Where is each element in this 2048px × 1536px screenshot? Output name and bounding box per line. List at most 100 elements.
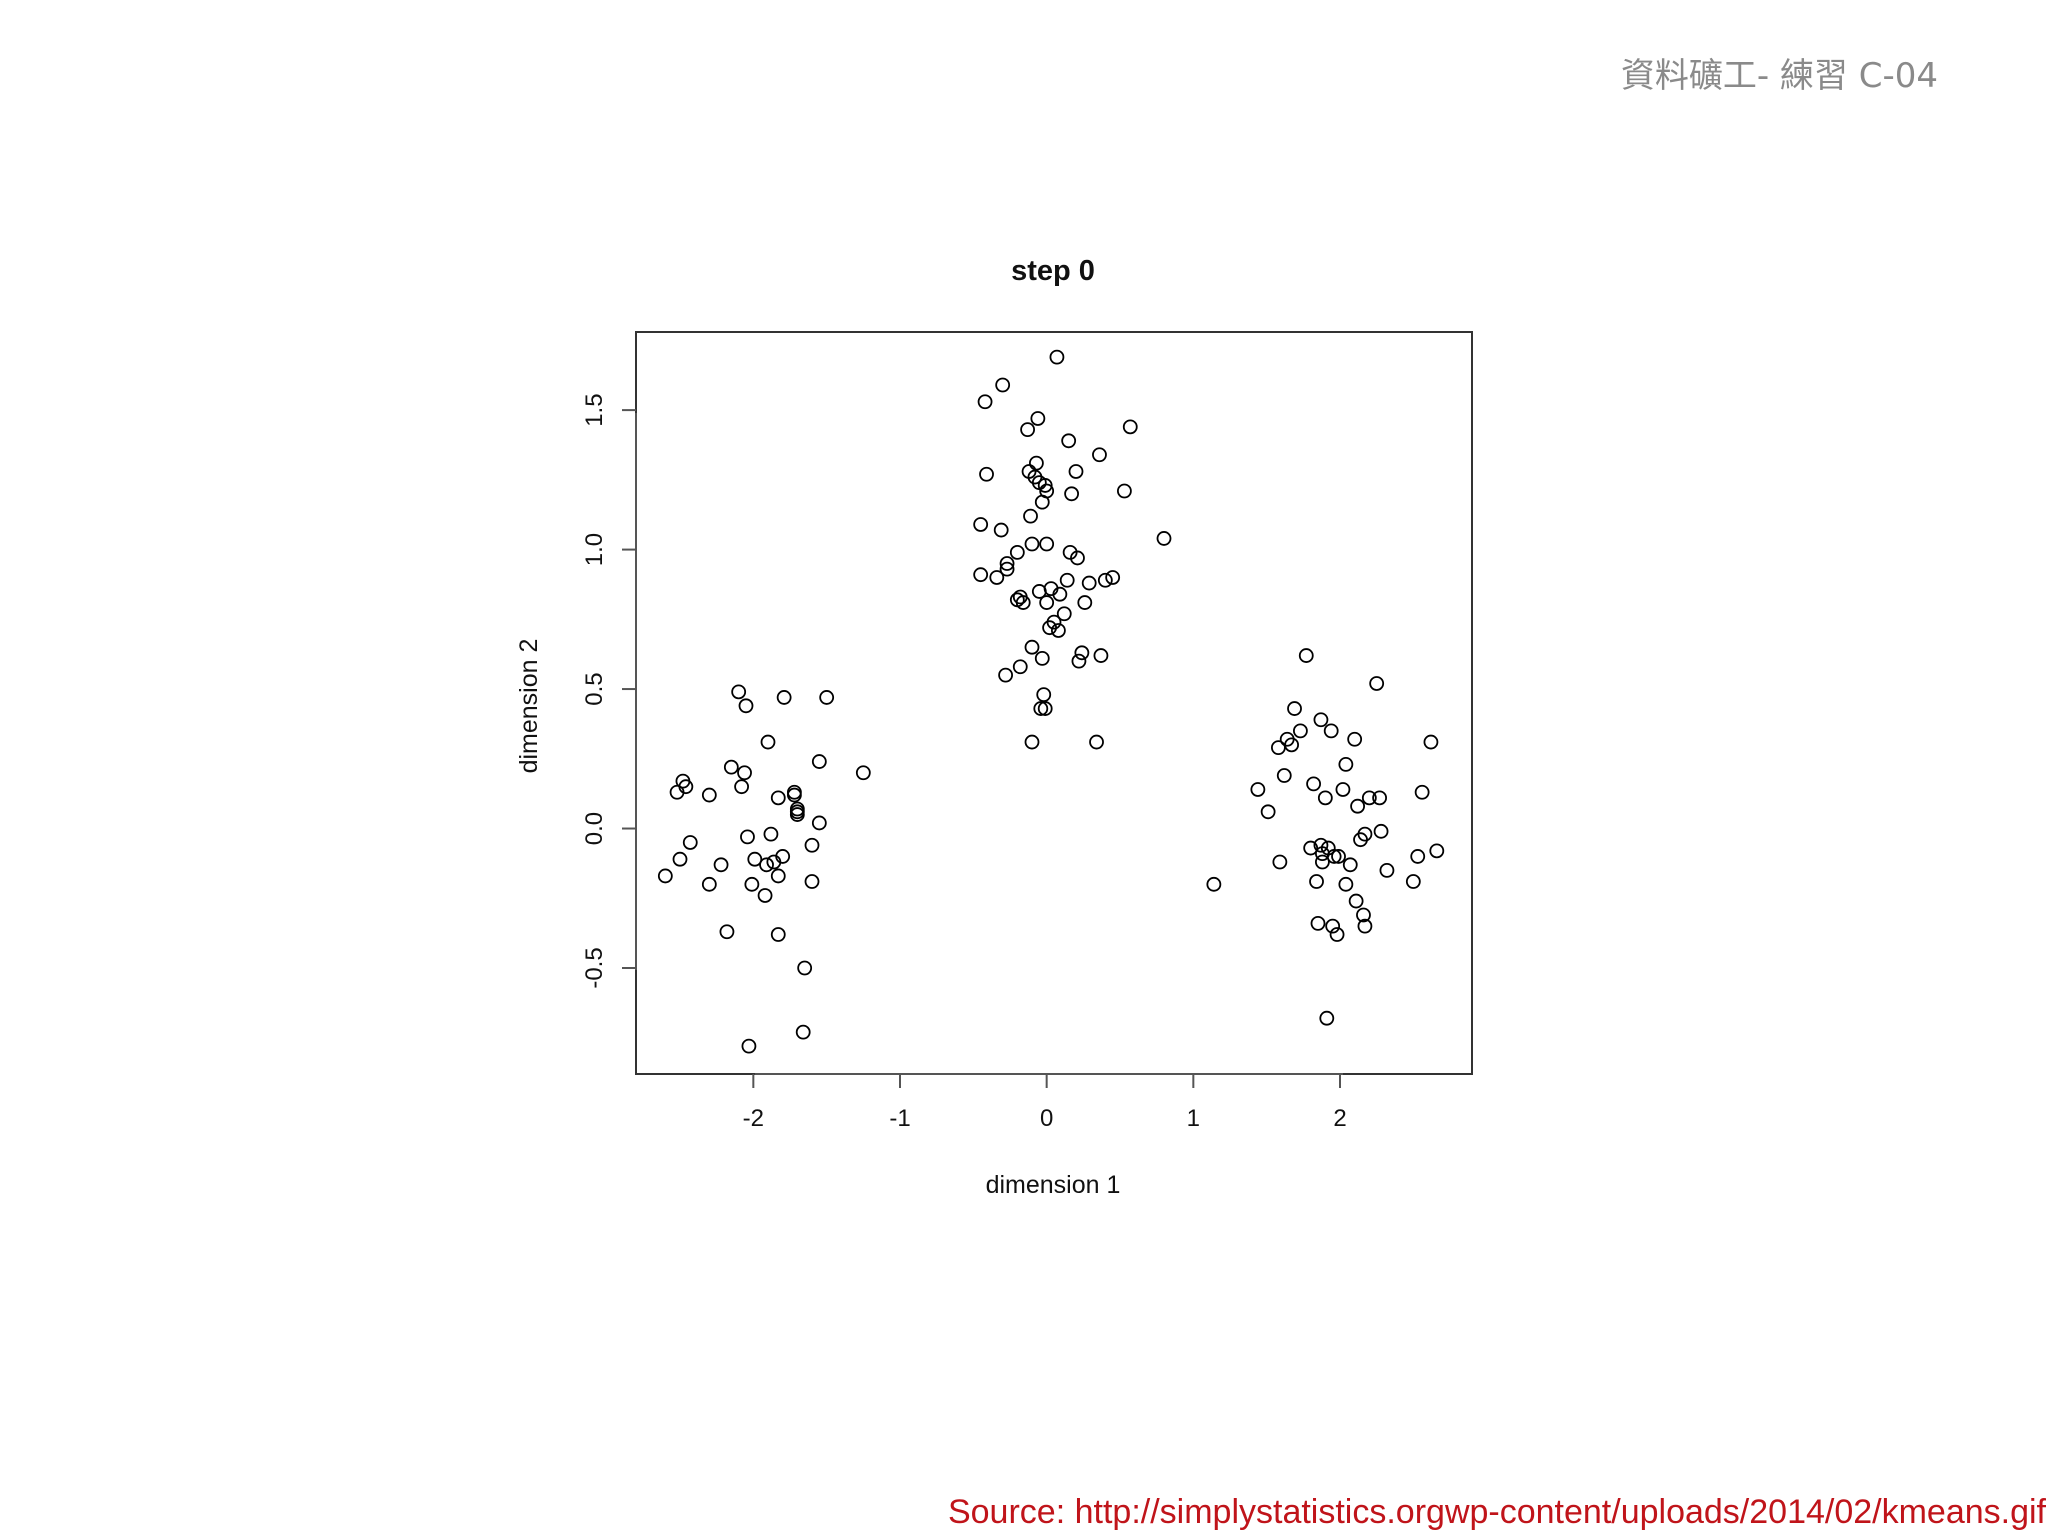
data-point	[1059, 572, 1075, 588]
data-point	[1039, 536, 1055, 552]
data-point	[819, 690, 835, 705]
data-point	[1105, 570, 1121, 585]
data-point	[1023, 508, 1038, 524]
data-point	[1039, 595, 1055, 610]
data-point	[1348, 893, 1364, 909]
data-point	[744, 876, 760, 892]
data-point	[1037, 478, 1053, 493]
data-point	[770, 927, 786, 942]
data-point	[770, 790, 786, 806]
data-point	[1414, 784, 1430, 800]
data-point	[701, 876, 717, 892]
data-point	[1319, 1010, 1335, 1026]
plot-frame	[635, 331, 1473, 1075]
data-point	[1056, 606, 1072, 622]
data-point	[811, 815, 827, 831]
data-point	[657, 868, 673, 884]
data-point	[1049, 349, 1065, 365]
data-point	[776, 690, 792, 705]
data-point	[1070, 550, 1085, 566]
source-citation: Source: http://simplystatistics.orgwp-co…	[948, 1493, 2046, 1532]
data-point	[1081, 575, 1097, 591]
data-point	[1093, 648, 1109, 663]
data-point	[811, 754, 827, 769]
y-ticks: -0.5 0.0 0.5 1.0 1.5	[581, 393, 636, 989]
data-point	[1260, 804, 1276, 820]
data-point	[1309, 874, 1324, 889]
data-point	[977, 394, 993, 410]
data-point	[763, 826, 779, 842]
data-point	[723, 759, 739, 775]
data-point	[1117, 483, 1132, 499]
x-tick-label: 2	[1333, 1105, 1346, 1132]
data-point	[1030, 411, 1046, 426]
data-point	[1009, 544, 1025, 560]
data-point	[1306, 776, 1321, 792]
data-point	[1061, 433, 1077, 449]
data-point	[855, 765, 871, 781]
data-point	[973, 567, 989, 583]
data-point	[1338, 756, 1354, 772]
data-point	[1315, 854, 1330, 870]
data-point	[1024, 639, 1040, 655]
data-point	[1350, 798, 1365, 814]
data-point	[731, 684, 747, 700]
data-point	[995, 377, 1011, 393]
data-point	[973, 517, 989, 532]
x-ticks: -2 -1 0 1 2	[743, 1074, 1347, 1132]
data-point	[770, 868, 786, 884]
data-point	[1293, 723, 1308, 739]
data-point	[760, 734, 776, 750]
data-point	[1287, 701, 1302, 716]
data-point	[1156, 531, 1172, 546]
data-point	[998, 667, 1013, 683]
source-label: Source:	[947, 1493, 1066, 1531]
data-point	[1356, 907, 1371, 923]
data-point	[759, 857, 774, 873]
data-point	[740, 829, 755, 845]
data-point	[1335, 782, 1351, 797]
data-point	[1097, 572, 1113, 588]
data-point	[747, 851, 763, 867]
data-point	[1369, 676, 1385, 691]
data-point	[701, 787, 717, 803]
data-point	[1317, 790, 1333, 806]
data-point	[678, 779, 694, 795]
chart-title: step 0	[1011, 255, 1095, 287]
data-point	[797, 960, 813, 976]
data-point	[1329, 927, 1345, 942]
data-point	[1298, 648, 1314, 663]
data-point	[1250, 782, 1266, 797]
data-point	[999, 561, 1015, 577]
x-axis-label: dimension 1	[986, 1171, 1121, 1199]
data-point	[1024, 734, 1040, 750]
y-tick-label: 0.5	[581, 672, 608, 705]
data-point	[1015, 595, 1031, 610]
data-point	[1347, 731, 1363, 747]
data-point	[1429, 843, 1445, 859]
x-tick-label: -2	[743, 1105, 764, 1132]
data-point	[1077, 595, 1093, 610]
data-point	[1284, 737, 1299, 753]
data-point	[1276, 768, 1292, 783]
data-point	[1020, 422, 1035, 438]
data-point	[737, 765, 752, 781]
data-point	[1092, 447, 1107, 463]
data-point	[1323, 723, 1339, 739]
data-point	[1068, 464, 1084, 479]
data-point	[1342, 857, 1358, 873]
data-point	[713, 857, 729, 873]
data-point	[1372, 790, 1387, 806]
y-tick-label: 1.5	[581, 393, 608, 426]
data-point	[1361, 790, 1377, 806]
data-point	[1272, 854, 1288, 870]
source-url[interactable]: http://simplystatistics.orgwp-content/up…	[1074, 1493, 2046, 1531]
data-point	[1405, 874, 1421, 889]
data-point	[1122, 419, 1138, 435]
data-point	[1046, 614, 1062, 630]
data-point	[979, 466, 994, 482]
data-point	[682, 835, 698, 850]
data-point	[795, 1024, 811, 1040]
data-point	[1034, 650, 1050, 666]
data-point	[993, 522, 1009, 538]
